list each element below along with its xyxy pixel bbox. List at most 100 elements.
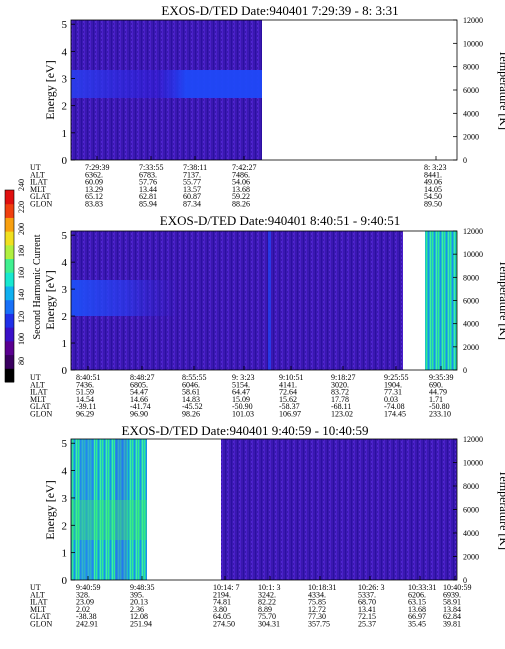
colorbar-swatch [5,244,14,260]
ephemeris-value: 15.62 [279,395,297,404]
panel-3-ylabel: Energy [eV] [43,480,57,539]
ephemeris-value: 7:33:55 [139,163,163,172]
ephemeris-row-label: GLAT [30,402,51,411]
colorbar-tick-label: 180 [17,245,26,257]
energy-tick-label: 2 [62,311,68,323]
ephemeris-value: 13.84 [443,605,461,614]
temperature-tick-label: 8000 [463,63,479,72]
colorbar-tick-label: 240 [17,179,26,191]
panel-3-spectrogram-b [221,439,457,580]
energy-tick-label: 1 [62,128,68,140]
ephemeris-value: 328. [76,590,90,599]
temperature-tick-label: 6000 [463,86,479,95]
ephemeris-value: -50.90 [232,402,253,411]
ephemeris-value: 1.71 [429,395,443,404]
panel-2-energy-band [71,280,181,316]
temperature-tick-label: 4000 [463,529,479,538]
ephemeris-value: 6362. [85,170,103,179]
ephemeris-value: -68.11 [331,402,351,411]
panel-2-spectrogram-b [425,231,457,370]
temperature-tick-label: 4000 [463,109,479,118]
temperature-tick-label: 10000 [463,39,483,48]
ephemeris-value: 174.45 [384,410,406,419]
colorbar-swatch [5,231,14,246]
ephemeris-value: 82.22 [258,598,276,607]
colorbar-swatch [5,313,14,328]
ephemeris-value: 12.08 [130,612,148,621]
colorbar-swatch [5,272,14,287]
colorbar-tick-label: 120 [17,311,26,323]
ephemeris-value: 60.87 [183,192,201,201]
ephemeris-value: 87.34 [183,200,201,209]
ephemeris-value: 6046. [182,380,200,389]
ephemeris-value: 1904. [384,380,402,389]
ephemeris-value: 77.31 [384,388,402,397]
colorbar-tick-label: 220 [17,201,26,213]
colorbar-swatch [5,217,14,232]
energy-tick-label: 5 [62,230,68,242]
ephemeris-row-label: ALT [30,590,45,599]
ephemeris-row-label: ILAT [30,598,47,607]
ephemeris-value: 8: 3:23 [424,163,446,172]
ephemeris-row-label: GLON [30,200,52,209]
ephemeris-value: 6805. [130,380,148,389]
ephemeris-value: 242.91 [76,620,98,629]
temperature-tick-label: 12000 [463,16,483,25]
colorbar-swatch [5,203,14,218]
colorbar-tick-label: 100 [17,333,26,345]
ephemeris-value: 7137. [183,170,201,179]
ephemeris-value: 4334. [308,590,326,599]
ephemeris-value: 14.66 [130,395,148,404]
ephemeris-row-label: GLON [30,410,52,419]
ephemeris-value: 7:38:11 [183,163,207,172]
ephemeris-value: 85.94 [139,200,157,209]
energy-tick-label: 3 [62,284,68,296]
ephemeris-value: 395. [130,590,144,599]
energy-tick-label: 0 [62,575,68,587]
ephemeris-value: 9:40:59 [76,583,100,592]
ephemeris-value: 75.85 [308,598,326,607]
ephemeris-value: 690. [429,380,443,389]
colorbar-tick-label: 200 [17,223,26,235]
energy-tick-label: 0 [62,155,68,167]
energy-tick-label: 4 [62,46,68,58]
ephemeris-value: -38.38 [76,612,97,621]
ephemeris-value: 58.91 [443,598,461,607]
ephemeris-value: 6783. [139,170,157,179]
ephemeris-value: 12.72 [308,605,326,614]
ephemeris-value: 17.78 [331,395,349,404]
ephemeris-value: 25.37 [358,620,376,629]
ephemeris-value: 64.05 [213,612,231,621]
colorbar-swatch [5,258,14,273]
ephemeris-value: 39.81 [443,620,461,629]
ephemeris-value: 13.68 [408,605,426,614]
ephemeris-value: 106.97 [279,410,301,419]
ephemeris-value: 88.26 [232,200,250,209]
ephemeris-value: 20.13 [130,598,148,607]
ephemeris-row-label: UT [30,163,41,172]
ephemeris-row-label: GLON [30,620,52,629]
ephemeris-value: 83.83 [85,200,103,209]
ephemeris-value: 23.09 [76,598,94,607]
ephemeris-value: 3242. [258,590,276,599]
colorbar-swatch [5,340,14,356]
ephemeris-value: 64.47 [232,388,250,397]
colorbar-tick-label: 80 [17,357,26,365]
ephemeris-value: 0.03 [384,395,398,404]
ephemeris-value: 8:48:27 [130,373,154,382]
ephemeris-value: 10:40:59 [443,583,471,592]
ephemeris-value: 54.50 [424,192,442,201]
ephemeris-value: 89.50 [424,200,442,209]
ephemeris-value: 15.09 [232,395,250,404]
ephemeris-value: 59.22 [232,192,250,201]
ephemeris-row-label: ILAT [30,388,47,397]
ephemeris-value: 13.57 [183,185,201,194]
colorbar-swatch [5,368,14,383]
ephemeris-value: 13.68 [232,185,250,194]
ephemeris-value: 9:10:51 [279,373,303,382]
ephemeris-value: 8:55:55 [182,373,206,382]
colorbar-swatch [5,190,14,205]
colorbar-swatch [5,327,14,342]
panel-3-rlabel: Temperature [K] [497,470,505,550]
